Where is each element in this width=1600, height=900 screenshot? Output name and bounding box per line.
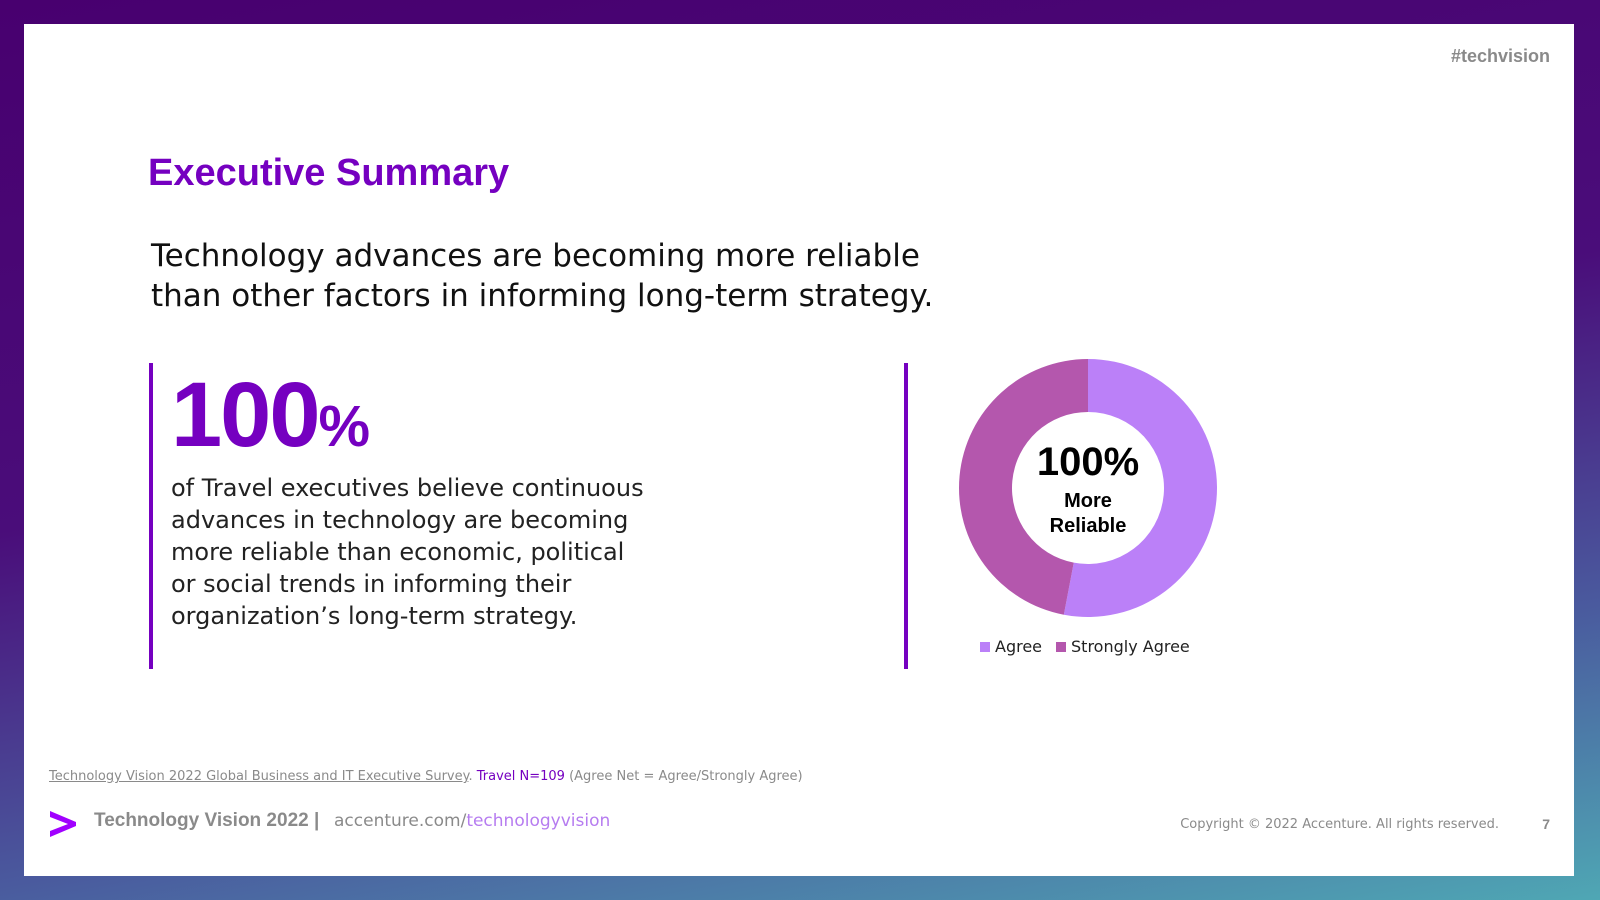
stat-description-line: advances in technology are becoming [171,506,629,534]
legend-item-strongly-agree: Strongly Agree [1056,637,1190,656]
stat-description: of Travel executives believe continuous … [171,472,691,632]
legend-swatch-strongly-agree [1056,641,1067,652]
stat-percent-sign: % [318,394,371,459]
source-period: . [468,769,473,784]
donut-slice-agree [1063,359,1217,617]
page-number: 7 [1542,816,1550,832]
chart-block: 100% More Reliable Agree Strongly Agree [904,359,1308,669]
sample-size: Travel N=109 [476,769,565,784]
hashtag-label: #techvision [1450,46,1550,66]
donut-slices [959,359,1217,617]
source-note: Technology Vision 2022 Global Business a… [49,769,803,784]
slide: #techvision Executive Summary Technology… [24,24,1574,876]
stat-description-line: or social trends in informing their [171,570,572,598]
footer-url-base: accenture.com/ [334,811,467,831]
donut-chart: 100% More Reliable [959,359,1217,617]
donut-center-label: More [1064,490,1112,512]
stat-description-line: of Travel executives believe continuous [171,474,644,502]
legend-item-agree: Agree [980,637,1042,656]
stat-block: 100% of Travel executives believe contin… [149,363,713,669]
footer-url[interactable]: accenture.com/technologyvision [334,811,610,831]
footer-separator: | [314,810,320,831]
footer-brand: Technology Vision 2022 [94,810,309,831]
page-title: Executive Summary [148,152,510,194]
donut-slice-strongly-agree [959,359,1088,615]
copyright: Copyright © 2022 Accenture. All rights r… [1180,817,1499,832]
stat-description-line: more reliable than economic, political [171,538,625,566]
chart-legend: Agree Strongly Agree [980,637,1190,656]
legend-swatch-agree [980,641,990,652]
agree-net-note: (Agree Net = Agree/Strongly Agree) [569,769,803,784]
legend-label: Strongly Agree [1071,637,1190,656]
survey-link[interactable]: Technology Vision 2022 Global Business a… [49,769,469,784]
stat-description-line: organization’s long-term strategy. [171,602,578,630]
accenture-chevron-icon [50,811,76,837]
stat-number: 100% [171,369,370,461]
headline: Technology advances are becoming more re… [151,236,1031,316]
stat-number-value: 100 [171,364,320,466]
legend-label: Agree [995,637,1043,656]
donut-center-label: Reliable [1050,515,1127,537]
donut-center-value: 100% [1037,440,1139,484]
headline-line: Technology advances are becoming more re… [151,238,920,274]
headline-line: than other factors in informing long-ter… [151,278,934,314]
footer-url-path: technologyvision [466,811,611,831]
